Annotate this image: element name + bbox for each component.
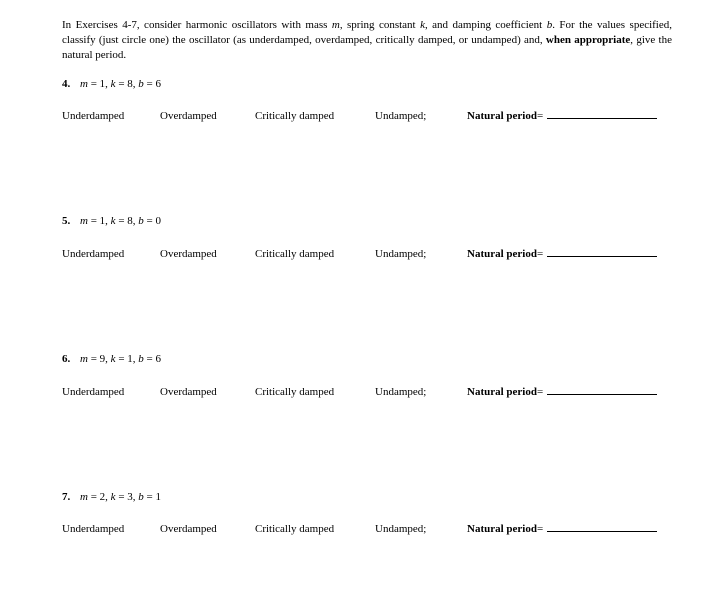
natural-period-label: Natural period <box>467 109 537 124</box>
option-underdamped: Underdamped <box>62 247 160 262</box>
option-underdamped: Underdamped <box>62 522 160 537</box>
param-text: = 1, <box>88 78 111 90</box>
option-underdamped: Underdamped <box>62 385 160 400</box>
param-m: m <box>80 491 88 503</box>
options-row: UnderdampedOverdampedCritically dampedUn… <box>62 522 672 537</box>
exercise-number: 6. <box>62 352 80 367</box>
param-text: = 8, <box>116 78 139 90</box>
option-overdamped: Overdamped <box>160 385 255 400</box>
param-text: = 9, <box>88 353 111 365</box>
exercise-header: 4.m = 1, k = 8, b = 6 <box>62 77 672 92</box>
option-undamped: Undamped; <box>375 385 467 400</box>
equals-sign: = <box>537 247 543 262</box>
exercise-block: 4.m = 1, k = 8, b = 6 UnderdampedOverdamp… <box>62 77 672 125</box>
answer-blank <box>547 522 657 532</box>
options-row: UnderdampedOverdampedCritically dampedUn… <box>62 247 672 262</box>
option-critically-damped: Critically damped <box>255 522 375 537</box>
exercise-block: 5.m = 1, k = 8, b = 0 UnderdampedOverdamp… <box>62 214 672 262</box>
var-m: m <box>332 19 340 31</box>
param-text: = 1, <box>116 353 139 365</box>
option-overdamped: Overdamped <box>160 247 255 262</box>
exercise-number: 5. <box>62 214 80 229</box>
exercise-number: 4. <box>62 77 80 92</box>
natural-period-label: Natural period <box>467 522 537 537</box>
param-text: = 2, <box>88 491 111 503</box>
answer-blank <box>547 385 657 395</box>
option-critically-damped: Critically damped <box>255 385 375 400</box>
instr-bold: when appropriate <box>546 34 630 46</box>
exercise-header: 5.m = 1, k = 8, b = 0 <box>62 214 672 229</box>
natural-period-label: Natural period <box>467 247 537 262</box>
option-underdamped: Underdamped <box>62 109 160 124</box>
option-undamped: Undamped; <box>375 522 467 537</box>
natural-period-label: Natural period <box>467 385 537 400</box>
param-m: m <box>80 215 88 227</box>
options-row: UnderdampedOverdampedCritically dampedUn… <box>62 385 672 400</box>
answer-blank <box>547 247 657 257</box>
answer-blank <box>547 109 657 119</box>
option-critically-damped: Critically damped <box>255 109 375 124</box>
param-text: = 1, <box>88 215 111 227</box>
instr-text: In Exercises 4-7, consider harmonic osci… <box>62 19 332 31</box>
param-text: = 0 <box>144 215 161 227</box>
instr-text: , spring constant <box>340 19 420 31</box>
param-text: = 6 <box>144 353 161 365</box>
equals-sign: = <box>537 109 543 124</box>
option-undamped: Undamped; <box>375 247 467 262</box>
param-text: = 8, <box>116 215 139 227</box>
option-critically-damped: Critically damped <box>255 247 375 262</box>
param-m: m <box>80 78 88 90</box>
option-overdamped: Overdamped <box>160 522 255 537</box>
param-text: = 3, <box>116 491 139 503</box>
instr-text: , and damping coefficient <box>425 19 547 31</box>
equals-sign: = <box>537 522 543 537</box>
instructions-paragraph: In Exercises 4-7, consider harmonic osci… <box>62 18 672 63</box>
exercise-header: 7.m = 2, k = 3, b = 1 <box>62 490 672 505</box>
option-undamped: Undamped; <box>375 109 467 124</box>
param-m: m <box>80 353 88 365</box>
options-row: UnderdampedOverdampedCritically dampedUn… <box>62 109 672 124</box>
exercise-block: 7.m = 2, k = 3, b = 1 UnderdampedOverdamp… <box>62 490 672 538</box>
exercise-block: 6.m = 9, k = 1, b = 6 UnderdampedOverdamp… <box>62 352 672 400</box>
exercise-number: 7. <box>62 490 80 505</box>
equals-sign: = <box>537 385 543 400</box>
option-overdamped: Overdamped <box>160 109 255 124</box>
param-text: = 6 <box>144 78 161 90</box>
param-text: = 1 <box>144 491 161 503</box>
exercise-header: 6.m = 9, k = 1, b = 6 <box>62 352 672 367</box>
